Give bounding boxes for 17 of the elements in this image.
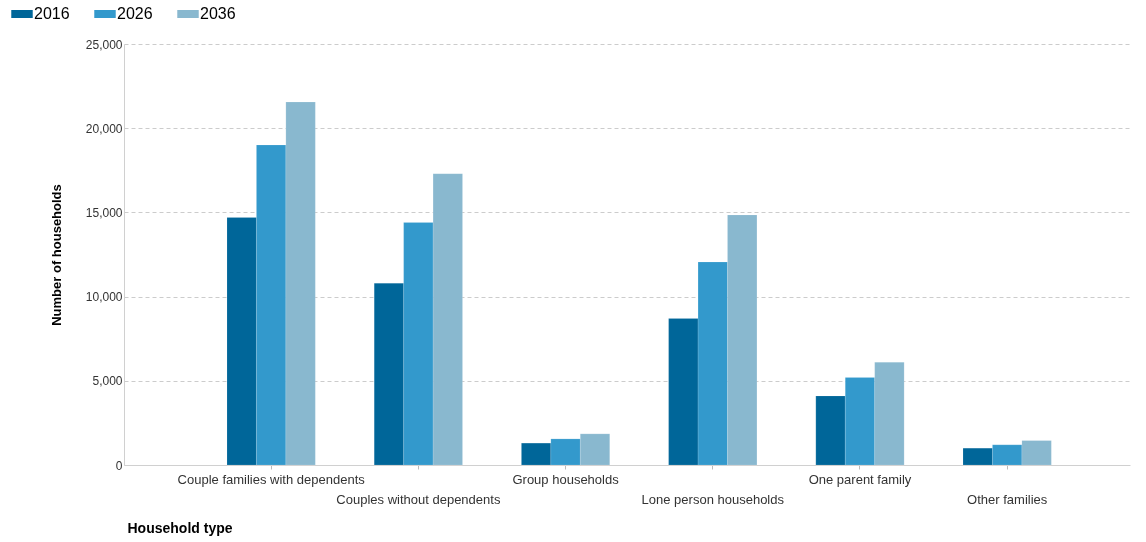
y-tick-label: 20,000	[85, 121, 123, 136]
x-tick-label: Lone person households	[641, 491, 785, 507]
x-axis-title: Household type	[127, 519, 233, 536]
y-tick-label: 0	[115, 458, 123, 473]
x-tick-label: Other families	[967, 491, 1048, 507]
legend-label: 2026	[117, 5, 153, 22]
y-tick-label: 10,000	[85, 290, 123, 305]
x-tick-label: Group households	[512, 471, 620, 487]
y-tick-label: 15,000	[85, 205, 123, 220]
y-tick-label: 5,000	[92, 374, 123, 389]
y-tick-label: 25,000	[85, 37, 123, 52]
x-tick-label: Couples without dependents	[336, 491, 501, 507]
x-tick-label: Couple families with dependents	[177, 471, 366, 487]
legend-label: 2036	[200, 5, 236, 22]
x-tick-label: One parent family	[808, 471, 912, 487]
legend-label: 2016	[34, 5, 70, 22]
y-axis-title: Number of households	[48, 184, 64, 326]
